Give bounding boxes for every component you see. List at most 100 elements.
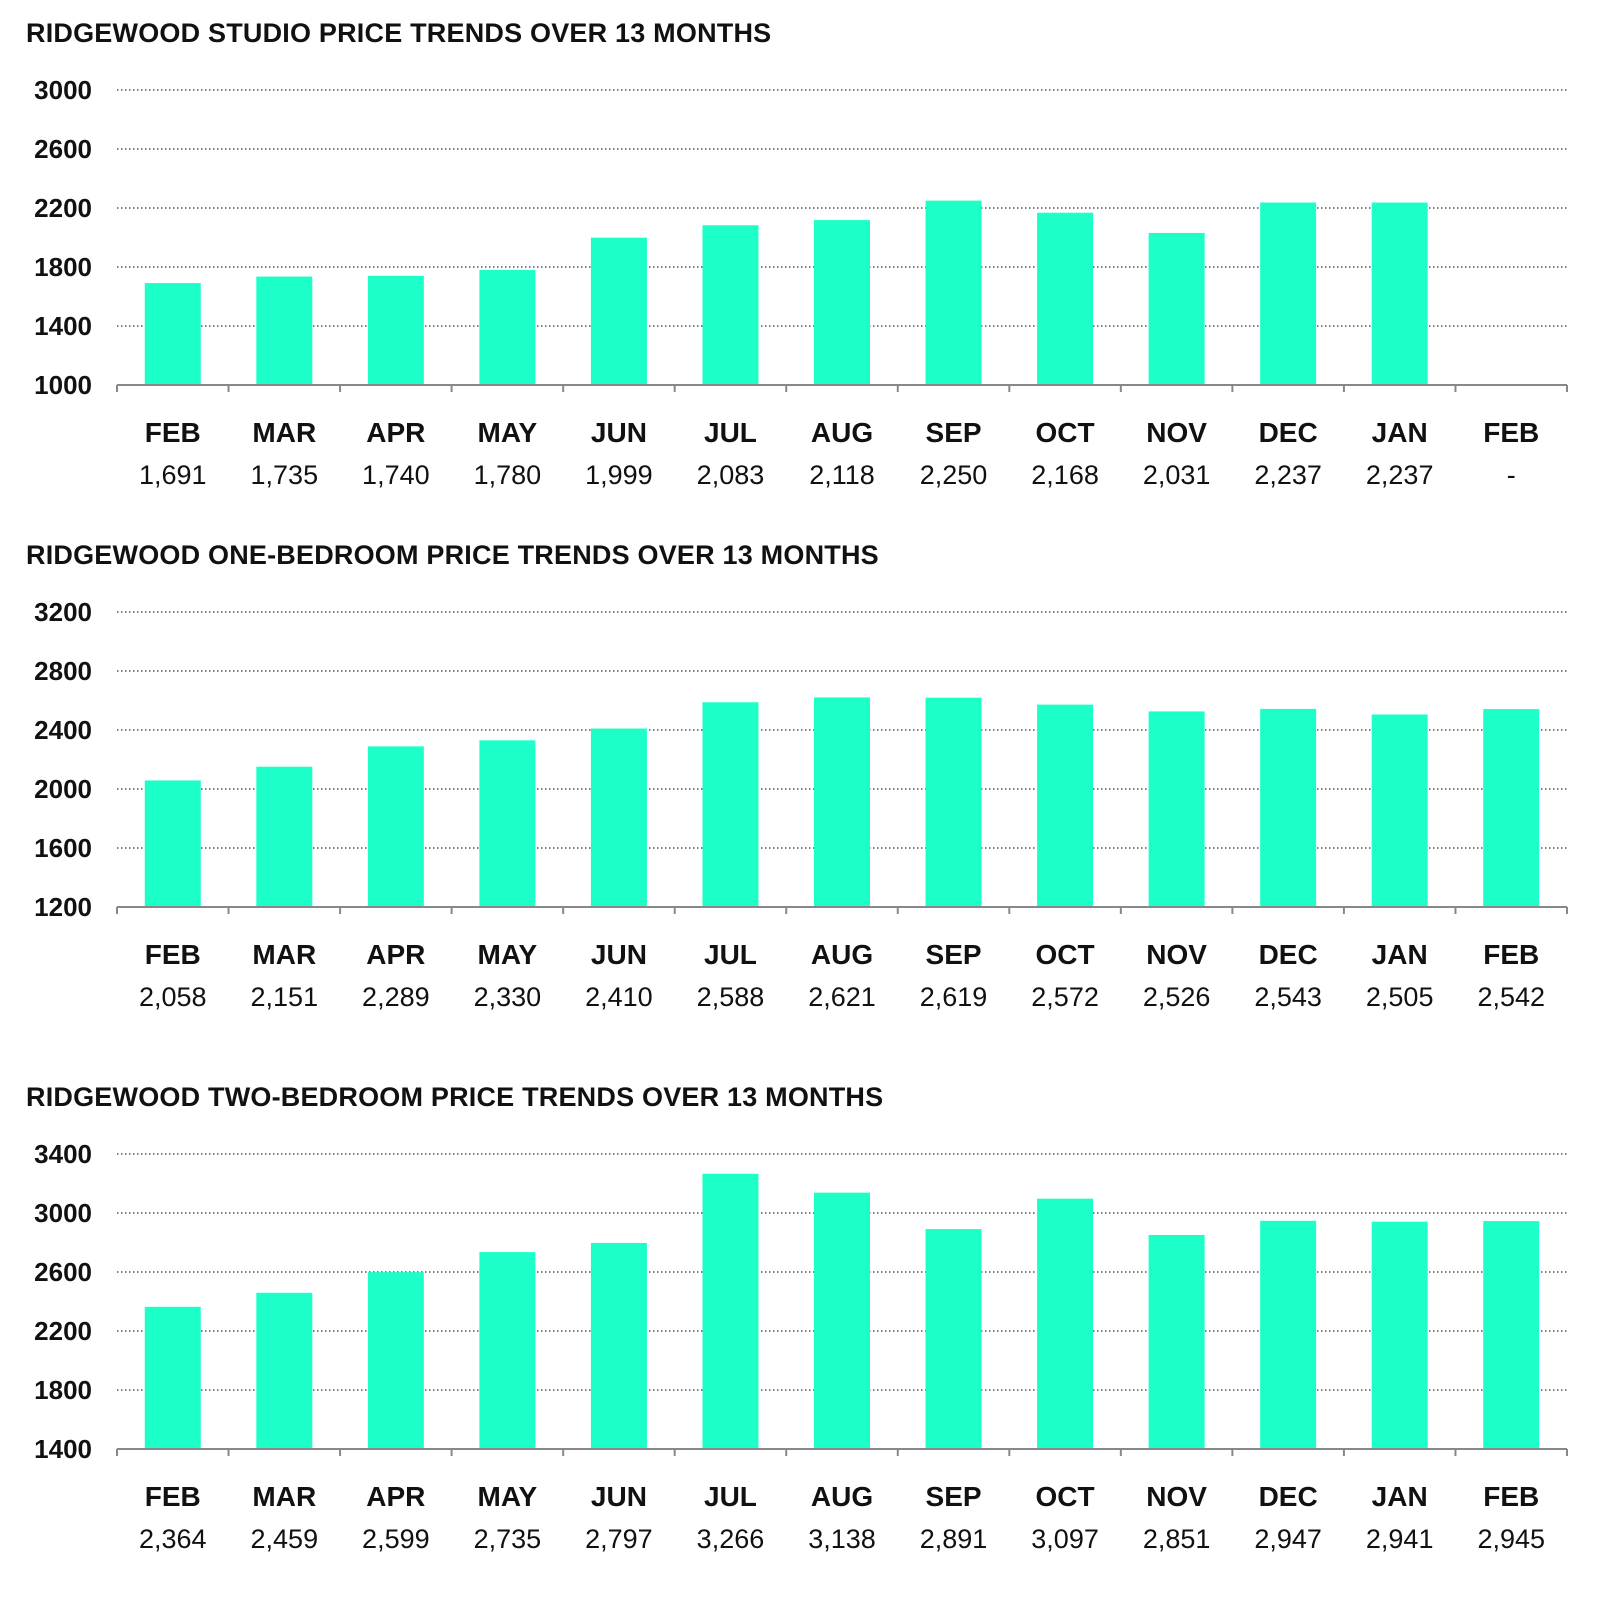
bar-value-label: 1,999 xyxy=(585,460,653,490)
y-tick-label: 2200 xyxy=(34,1316,92,1346)
bar-value-label: 2,118 xyxy=(809,460,875,490)
bar-value-label: - xyxy=(1507,460,1516,490)
bar-value-label: 2,941 xyxy=(1366,1524,1434,1554)
y-tick-label: 2000 xyxy=(34,774,92,804)
bar xyxy=(925,697,982,907)
bar xyxy=(1148,711,1205,907)
bar-value-label: 3,266 xyxy=(697,1524,765,1554)
chart-plot: 1000 1400 1800 2200 2600 3000 FEB 1,691 MAR 1,735… xyxy=(34,75,1568,490)
x-category-label: APR xyxy=(366,939,425,970)
bar-value-label: 2,526 xyxy=(1143,982,1211,1012)
bar-value-label: 1,691 xyxy=(139,460,207,490)
bar xyxy=(702,225,759,385)
bar xyxy=(256,1292,313,1449)
bar xyxy=(814,1192,870,1449)
chart-plot: 1200 1600 2000 2400 2800 3200 FEB 2,058 MAR 2,151… xyxy=(34,597,1568,1012)
bar xyxy=(1148,232,1205,385)
bar-value-label: 2,891 xyxy=(920,1524,988,1554)
bar-value-label: 3,138 xyxy=(808,1524,876,1554)
y-tick-label: 3000 xyxy=(34,75,92,105)
bar xyxy=(256,276,313,385)
y-tick-label: 1600 xyxy=(34,833,92,863)
bar xyxy=(144,1306,201,1449)
x-category-label: JAN xyxy=(1372,939,1428,970)
x-category-label: JUN xyxy=(591,939,647,970)
x-category-label: AUG xyxy=(811,1481,873,1512)
y-tick-label: 3200 xyxy=(34,597,92,627)
x-category-label: MAR xyxy=(252,1481,316,1512)
bar xyxy=(1483,1221,1540,1449)
bar xyxy=(1371,714,1428,907)
y-tick-label: 2400 xyxy=(34,715,92,745)
bar xyxy=(590,237,647,385)
bar xyxy=(1260,1220,1317,1449)
x-category-label: MAY xyxy=(478,1481,538,1512)
y-tick-label: 3400 xyxy=(34,1139,92,1169)
chart-title: RIDGEWOOD ONE-BEDROOM PRICE TRENDS OVER … xyxy=(26,540,879,570)
bar xyxy=(1037,212,1094,385)
bar-value-label: 3,097 xyxy=(1031,1524,1099,1554)
bar-value-label: 2,945 xyxy=(1477,1524,1545,1554)
x-category-label: OCT xyxy=(1036,417,1095,448)
bar xyxy=(1371,202,1428,385)
bar-value-label: 2,031 xyxy=(1143,460,1211,490)
x-category-label: JAN xyxy=(1372,1481,1428,1512)
x-category-label: DEC xyxy=(1259,1481,1318,1512)
bar xyxy=(925,200,982,385)
bar-value-label: 2,851 xyxy=(1143,1524,1211,1554)
one-bedroom-price-chart: RIDGEWOOD ONE-BEDROOM PRICE TRENDS OVER … xyxy=(0,540,1600,1045)
bar-value-label: 2,330 xyxy=(474,982,542,1012)
chart-plot: 1400 1800 2200 2600 3000 3400 FEB 2,364 MAR 2,459… xyxy=(34,1139,1568,1554)
x-category-label: JAN xyxy=(1372,417,1428,448)
two-bedroom-price-chart: RIDGEWOOD TWO-BEDROOM PRICE TRENDS OVER … xyxy=(0,1082,1600,1592)
bar-value-label: 1,740 xyxy=(362,460,430,490)
x-category-label: SEP xyxy=(926,939,982,970)
studio-price-chart: RIDGEWOOD STUDIO PRICE TRENDS OVER 13 MO… xyxy=(0,18,1600,513)
x-category-label: FEB xyxy=(145,417,201,448)
y-tick-label: 2800 xyxy=(34,656,92,686)
bar xyxy=(144,780,201,907)
y-tick-label: 1000 xyxy=(34,370,92,400)
bar-value-label: 1,780 xyxy=(474,460,542,490)
x-category-label: NOV xyxy=(1146,1481,1207,1512)
bar-value-label: 2,250 xyxy=(920,460,988,490)
bar xyxy=(1148,1234,1205,1449)
bar xyxy=(256,766,313,907)
bar xyxy=(1371,1221,1428,1449)
chart-title: RIDGEWOOD STUDIO PRICE TRENDS OVER 13 MO… xyxy=(26,18,772,48)
bar xyxy=(814,697,870,907)
bar xyxy=(590,1242,647,1449)
x-category-label: DEC xyxy=(1259,939,1318,970)
x-category-label: JUL xyxy=(704,1481,757,1512)
bar xyxy=(925,1229,982,1449)
y-tick-label: 1800 xyxy=(34,252,92,282)
bar-value-label: 2,058 xyxy=(139,982,207,1012)
bar xyxy=(144,283,201,385)
x-category-label: NOV xyxy=(1146,939,1207,970)
y-tick-label: 1400 xyxy=(34,1434,92,1464)
x-category-label: JUL xyxy=(704,417,757,448)
x-category-label: FEB xyxy=(145,1481,201,1512)
bar-value-label: 2,168 xyxy=(1031,460,1099,490)
bar-value-label: 2,947 xyxy=(1254,1524,1322,1554)
x-category-label: FEB xyxy=(1483,417,1539,448)
x-category-label: SEP xyxy=(926,1481,982,1512)
y-tick-label: 1200 xyxy=(34,892,92,922)
x-category-label: APR xyxy=(366,417,425,448)
x-category-label: MAY xyxy=(478,939,538,970)
y-tick-label: 2600 xyxy=(34,134,92,164)
bar xyxy=(367,275,424,385)
bar xyxy=(479,740,536,907)
x-category-label: JUN xyxy=(591,1481,647,1512)
bar-value-label: 2,735 xyxy=(474,1524,542,1554)
y-tick-label: 2600 xyxy=(34,1257,92,1287)
bar xyxy=(1037,1198,1094,1449)
x-category-label: FEB xyxy=(145,939,201,970)
bar-value-label: 1,735 xyxy=(251,460,319,490)
y-tick-label: 1800 xyxy=(34,1375,92,1405)
bar-value-label: 2,237 xyxy=(1254,460,1322,490)
x-category-label: FEB xyxy=(1483,939,1539,970)
bar-value-label: 2,083 xyxy=(697,460,765,490)
x-category-label: MAR xyxy=(252,939,316,970)
bar-value-label: 2,459 xyxy=(251,1524,319,1554)
